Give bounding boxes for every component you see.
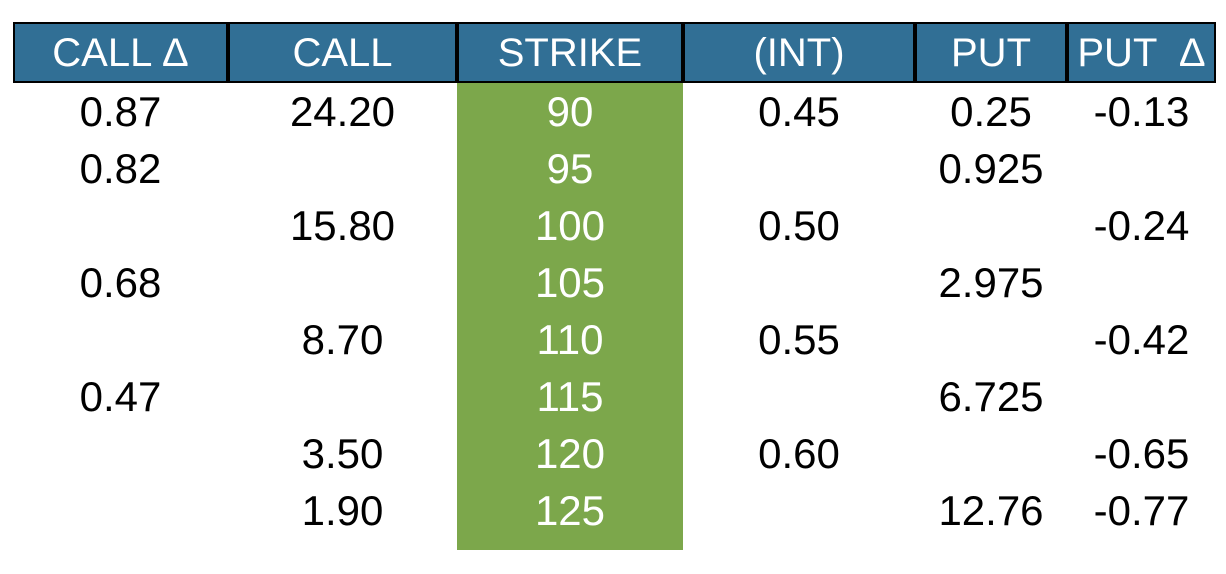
strike-cell: 105	[534, 258, 606, 306]
table-row: 0.68 105 2.975	[13, 254, 1216, 311]
call-delta-cell	[13, 311, 228, 368]
put-delta-cell	[1067, 254, 1216, 311]
put-delta-cell	[1067, 368, 1216, 425]
column-header-int: (INT)	[683, 22, 915, 83]
put-delta-cell: -0.42	[1093, 315, 1190, 363]
options-chain-table: CALL Δ CALL STRIKE (INT) PUT PUT Δ 0.87 2…	[13, 22, 1216, 550]
call-price-cell: 3.50	[301, 429, 384, 477]
table-row: 15.80 100 0.50 -0.24	[13, 197, 1216, 254]
strike-cell: 95	[546, 144, 594, 192]
call-price-cell: 1.90	[301, 486, 384, 534]
table-row: 8.70 110 0.55 -0.42	[13, 311, 1216, 368]
strike-cell: 110	[536, 315, 604, 363]
call-price-cell: 24.20	[289, 87, 396, 135]
put-delta-cell: -0.24	[1093, 201, 1190, 249]
call-price-cell: 15.80	[289, 201, 396, 249]
put-delta-cell	[1067, 140, 1216, 197]
strike-cell: 100	[534, 201, 606, 249]
call-delta-cell: 0.87	[79, 87, 162, 135]
put-price-cell	[915, 311, 1067, 368]
strike-cell: 115	[536, 372, 604, 420]
put-delta-cell: -0.65	[1093, 429, 1190, 477]
column-header-strike: STRIKE	[457, 22, 683, 83]
put-price-cell: 2.975	[938, 258, 1044, 306]
call-price-cell	[228, 140, 457, 197]
int-cell	[683, 368, 915, 425]
call-delta-cell: 0.68	[79, 258, 162, 306]
table-row: 0.47 115 6.725	[13, 368, 1216, 425]
column-header-put: PUT	[915, 22, 1067, 83]
strike-cell: 90	[546, 87, 594, 135]
call-delta-cell	[13, 425, 228, 482]
put-price-cell	[915, 197, 1067, 254]
call-price-cell	[228, 254, 457, 311]
int-cell: 0.60	[758, 429, 840, 477]
call-delta-cell: 0.82	[79, 144, 162, 192]
put-delta-cell: -0.77	[1093, 486, 1190, 534]
put-delta-cell: -0.13	[1093, 87, 1190, 135]
int-cell	[683, 140, 915, 197]
call-price-cell	[228, 368, 457, 425]
int-cell: 0.45	[758, 87, 840, 135]
column-header-call-delta: CALL Δ	[13, 22, 228, 83]
table-row: 1.90 125 12.76 -0.77	[13, 482, 1216, 539]
table-row: 0.87 24.20 90 0.45 0.25 -0.13	[13, 83, 1216, 140]
call-price-cell: 8.70	[301, 315, 384, 363]
put-price-cell: 0.925	[938, 144, 1044, 192]
call-delta-cell	[13, 482, 228, 539]
int-cell	[683, 482, 915, 539]
put-price-cell: 12.76	[938, 486, 1044, 534]
column-header-put-delta: PUT Δ	[1067, 22, 1216, 83]
call-delta-cell	[13, 197, 228, 254]
int-cell: 0.50	[758, 201, 840, 249]
strike-column-highlight	[457, 83, 683, 550]
int-cell: 0.55	[758, 315, 840, 363]
table-row: 3.50 120 0.60 -0.65	[13, 425, 1216, 482]
strike-cell: 125	[534, 486, 606, 534]
strike-cell: 120	[534, 429, 606, 477]
put-price-cell	[915, 425, 1067, 482]
column-header-call: CALL	[228, 22, 457, 83]
call-delta-cell: 0.47	[79, 372, 162, 420]
table-header-row: CALL Δ CALL STRIKE (INT) PUT PUT Δ	[13, 22, 1216, 83]
table-row: 0.82 95 0.925	[13, 140, 1216, 197]
int-cell	[683, 254, 915, 311]
put-price-cell: 6.725	[938, 372, 1044, 420]
table-body: 0.87 24.20 90 0.45 0.25 -0.13 0.82 95 0.925 15.80…	[13, 83, 1216, 539]
put-price-cell: 0.25	[950, 87, 1032, 135]
